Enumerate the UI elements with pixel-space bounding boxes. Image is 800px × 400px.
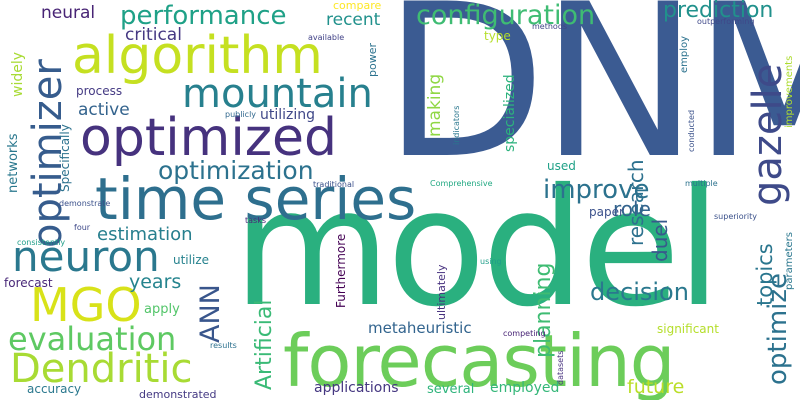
word-mgo: MGO [30, 278, 142, 332]
word-applications: applications [314, 380, 399, 396]
word-superiority: superiority [714, 212, 758, 221]
word-gazelle: gazelle [745, 63, 791, 206]
word-publicly: publicly [225, 110, 257, 119]
word-recent: recent [326, 10, 381, 30]
word-mountain: mountain [182, 71, 373, 117]
word-results: results [210, 341, 237, 350]
word-neuron: neuron [12, 232, 160, 281]
word-making: making [425, 73, 445, 137]
word-paper: paper [589, 205, 624, 219]
word-prediction: prediction [663, 0, 774, 23]
word-time-series: time series [95, 165, 417, 233]
word-role: role [613, 197, 651, 221]
word-using: using [480, 257, 502, 266]
word-forecast: forecast [4, 276, 53, 290]
word-performance: performance [120, 1, 287, 31]
word-apply: apply [144, 302, 180, 317]
word-topics: topics [753, 243, 777, 306]
word-traditional: traditional [313, 180, 355, 189]
word-used: used [547, 159, 576, 173]
word-parameters: parameters [784, 231, 795, 290]
word-dendritic: Dendritic [10, 346, 193, 392]
word-demonstrated: demonstrated [139, 388, 217, 400]
word-multiple: multiple [685, 179, 718, 188]
word-several: several [427, 382, 475, 397]
word-forecasting: forecasting [283, 319, 676, 400]
word-ann: ANN [195, 284, 226, 343]
word-improvements: improvements [784, 55, 795, 128]
word-consistently: consistently [17, 238, 66, 247]
word-artificial: Artificial [252, 299, 277, 391]
word-furthermore: Furthermore [334, 233, 348, 308]
word-process: process [76, 84, 123, 98]
word-planning: planning [531, 262, 556, 358]
word-accuracy: accuracy [27, 382, 82, 396]
word-neural: neural [41, 3, 96, 23]
word-optimized: optimized [80, 108, 338, 168]
word-utilize: utilize [173, 253, 209, 267]
word-comprehensive: Comprehensive [430, 179, 493, 188]
word-evaluation: evaluation [8, 320, 177, 358]
word-datasets: datasets [556, 350, 565, 385]
word-utilizing: utilizing [260, 107, 316, 123]
word-competing: competing [503, 329, 546, 338]
word-networks: networks [6, 133, 21, 193]
word-estimation: estimation [97, 224, 193, 245]
word-demonstrate: demonstrate [59, 199, 111, 208]
word-employed: employed [490, 380, 560, 396]
word-specialized: specialized [502, 74, 518, 152]
word-four: four [74, 223, 91, 232]
word-metaheuristic: metaheuristic [368, 319, 472, 337]
word-decision: decision [590, 278, 689, 306]
word-ultimately: ultimately [435, 264, 448, 321]
word-future: future [627, 376, 685, 398]
word-tasks: tasks [245, 216, 267, 225]
word-type: type [484, 29, 511, 43]
word-configuration: configuration [416, 0, 596, 31]
word-indicators: indicators [452, 105, 461, 145]
word-specifically: Specifically [58, 124, 72, 192]
word-widely: widely [10, 51, 26, 97]
word-active: active [78, 100, 130, 120]
word-employ: employ [679, 35, 690, 73]
word-improve: improve [543, 175, 650, 205]
word-optimization: optimization [158, 156, 314, 185]
word-conducted: conducted [687, 109, 696, 152]
word-outperforming: outperforming [697, 17, 755, 26]
word-years: years [129, 271, 182, 293]
word-significant: significant [657, 322, 719, 336]
word-dnm: DNM [383, 0, 800, 205]
word-available: available [308, 33, 345, 42]
word-duel: duel [648, 218, 672, 262]
word-algorithm: algorithm [72, 26, 323, 86]
word-methods: methods [532, 22, 568, 31]
word-model: model [233, 155, 721, 343]
word-compare: compare [333, 0, 382, 12]
word-power: power [366, 43, 379, 77]
word-critical: critical [125, 25, 182, 45]
